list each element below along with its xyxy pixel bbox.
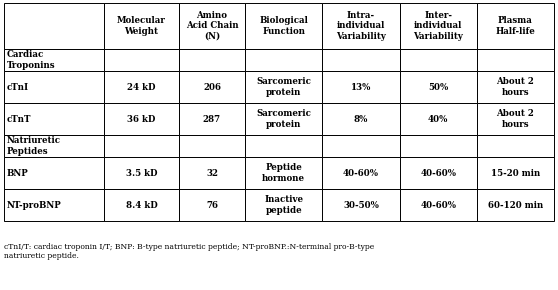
Bar	[179, 157, 245, 189]
Bar	[4, 49, 104, 71]
Bar	[179, 189, 245, 221]
Bar	[104, 71, 179, 103]
Bar	[477, 157, 554, 189]
Bar	[179, 71, 245, 103]
Bar	[4, 71, 104, 103]
Bar	[245, 135, 323, 157]
Bar	[179, 103, 245, 135]
Bar	[245, 157, 323, 189]
Text: 30-50%: 30-50%	[343, 200, 379, 209]
Text: About 2
hours: About 2 hours	[497, 77, 535, 97]
Text: cTnT: cTnT	[7, 115, 31, 124]
Text: Biological
Function: Biological Function	[259, 16, 308, 36]
Bar	[179, 49, 245, 71]
Bar	[323, 71, 400, 103]
Bar	[104, 49, 179, 71]
Text: 8%: 8%	[354, 115, 368, 124]
Bar	[477, 71, 554, 103]
Bar	[245, 189, 323, 221]
Bar	[4, 157, 104, 189]
Bar	[477, 103, 554, 135]
Bar	[400, 135, 477, 157]
Text: Cardiac
Troponins: Cardiac Troponins	[7, 50, 56, 70]
Text: 76: 76	[206, 200, 218, 209]
Text: Sarcomeric
protein: Sarcomeric protein	[256, 77, 311, 97]
Text: 60-120 min: 60-120 min	[488, 200, 543, 209]
Bar	[179, 135, 245, 157]
Text: 15-20 min: 15-20 min	[491, 168, 540, 177]
Bar	[4, 3, 104, 49]
Bar	[400, 103, 477, 135]
Text: Inactive
peptide: Inactive peptide	[264, 195, 303, 215]
Text: 40-60%: 40-60%	[343, 168, 379, 177]
Text: Sarcomeric
protein: Sarcomeric protein	[256, 109, 311, 129]
Text: 3.5 kD: 3.5 kD	[126, 168, 157, 177]
Text: Intra-
individual
Variability: Intra- individual Variability	[336, 11, 386, 41]
Text: Amino
Acid Chain
(N): Amino Acid Chain (N)	[186, 11, 238, 41]
Bar	[179, 3, 245, 49]
Text: Inter-
individual
Variability: Inter- individual Variability	[413, 11, 463, 41]
Bar	[323, 189, 400, 221]
Bar	[104, 157, 179, 189]
Text: Plasma
Half-life: Plasma Half-life	[496, 16, 535, 36]
Bar	[400, 157, 477, 189]
Bar	[4, 103, 104, 135]
Text: 24 kD: 24 kD	[127, 82, 156, 92]
Text: 287: 287	[203, 115, 221, 124]
Text: 206: 206	[203, 82, 221, 92]
Bar	[245, 49, 323, 71]
Bar	[400, 49, 477, 71]
Text: 40-60%: 40-60%	[420, 200, 456, 209]
Bar	[400, 189, 477, 221]
Bar	[323, 49, 400, 71]
Text: 50%: 50%	[428, 82, 448, 92]
Text: 40%: 40%	[428, 115, 449, 124]
Text: Molecular
Weight: Molecular Weight	[117, 16, 166, 36]
Text: cTnI/T: cardiac troponin I/T; BNP: B-type natriuretic peptide; NT-proBNP.:N-term: cTnI/T: cardiac troponin I/T; BNP: B-typ…	[4, 243, 374, 260]
Bar	[400, 71, 477, 103]
Bar	[104, 3, 179, 49]
Bar	[4, 189, 104, 221]
Bar	[245, 103, 323, 135]
Bar	[477, 49, 554, 71]
Bar	[477, 189, 554, 221]
Text: NT-proBNP: NT-proBNP	[7, 200, 62, 209]
Text: 8.4 kD: 8.4 kD	[126, 200, 157, 209]
Text: 40-60%: 40-60%	[420, 168, 456, 177]
Text: Peptide
hormone: Peptide hormone	[262, 163, 305, 183]
Bar	[323, 103, 400, 135]
Bar	[104, 189, 179, 221]
Text: 32: 32	[206, 168, 218, 177]
Text: 36 kD: 36 kD	[127, 115, 156, 124]
Bar	[477, 3, 554, 49]
Bar	[477, 135, 554, 157]
Text: 13%: 13%	[351, 82, 371, 92]
Bar	[323, 157, 400, 189]
Bar	[104, 103, 179, 135]
Bar	[245, 71, 323, 103]
Text: Natriuretic
Peptides: Natriuretic Peptides	[7, 136, 61, 156]
Bar	[400, 3, 477, 49]
Text: BNP: BNP	[7, 168, 29, 177]
Bar	[245, 3, 323, 49]
Bar	[323, 135, 400, 157]
Bar	[323, 3, 400, 49]
Text: cTnI: cTnI	[7, 82, 29, 92]
Bar	[4, 135, 104, 157]
Text: About 2
hours: About 2 hours	[497, 109, 535, 129]
Bar	[104, 135, 179, 157]
